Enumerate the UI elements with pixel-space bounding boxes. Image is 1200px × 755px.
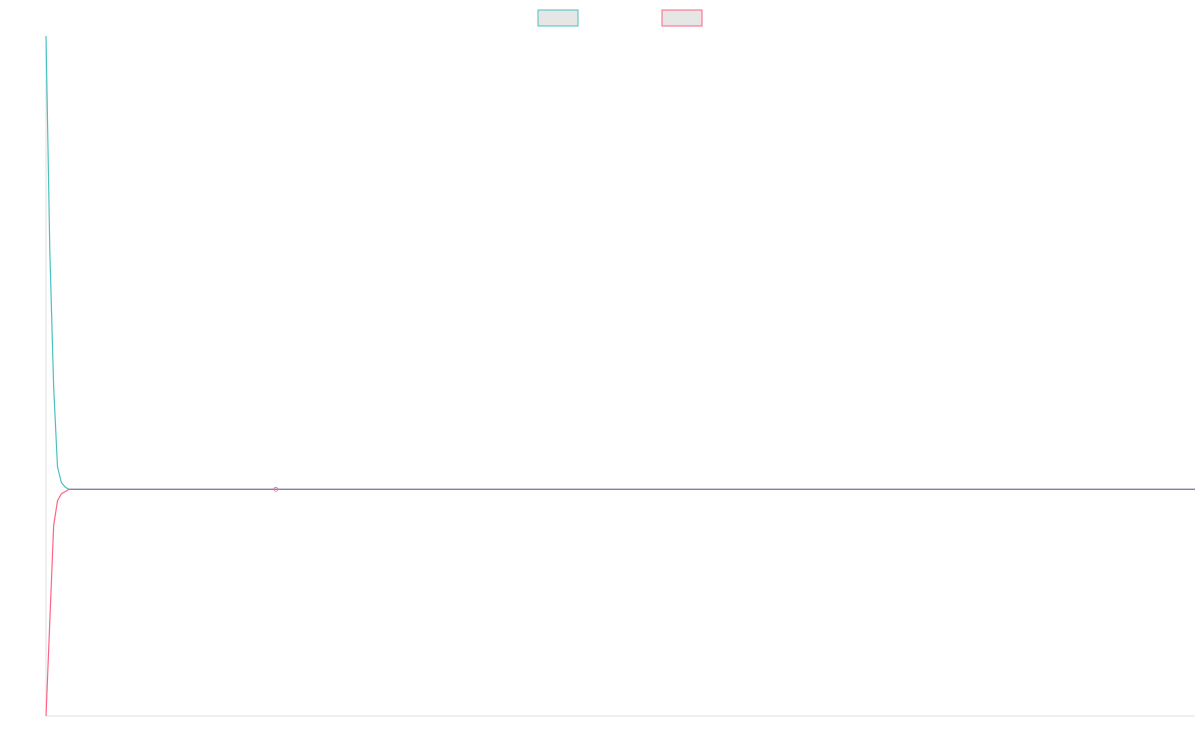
- axes: [45, 36, 1195, 717]
- point-marker: [273, 486, 279, 492]
- series-line-1: [45, 35, 1195, 490]
- legend-item-1[interactable]: [537, 9, 579, 27]
- legend: [537, 9, 703, 27]
- legend-swatch-2[interactable]: [661, 9, 703, 27]
- plot-area: [45, 35, 1195, 717]
- series-line-2: [45, 488, 1195, 717]
- legend-item-2[interactable]: [661, 9, 703, 27]
- legend-swatch-1[interactable]: [537, 9, 579, 27]
